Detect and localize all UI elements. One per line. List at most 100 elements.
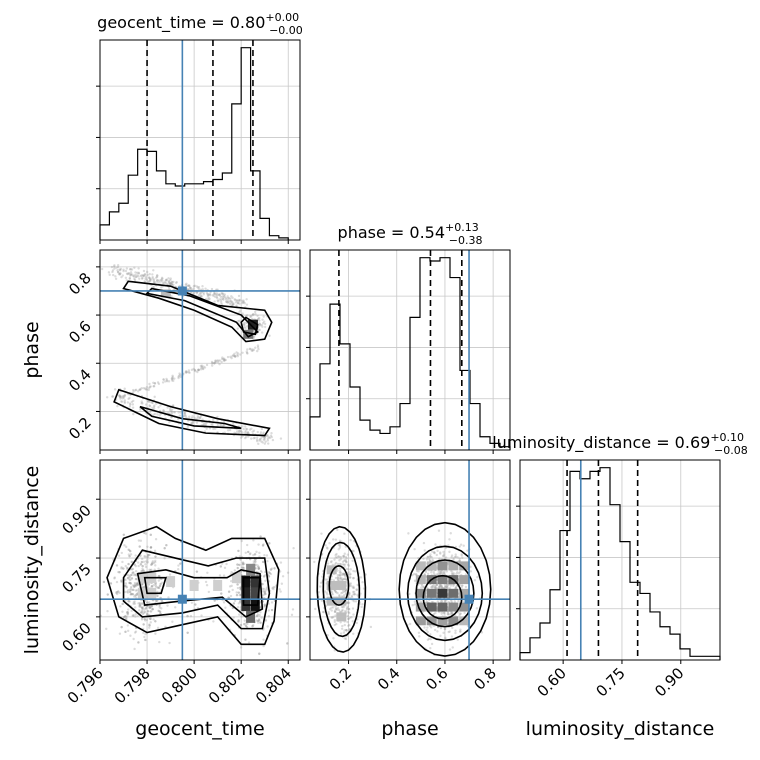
sample-point bbox=[130, 609, 133, 613]
sample-point bbox=[431, 550, 434, 553]
sample-point bbox=[340, 572, 343, 575]
sample-point bbox=[255, 550, 258, 554]
sample-point bbox=[138, 388, 142, 391]
sample-point bbox=[216, 359, 219, 362]
sample-point bbox=[445, 585, 448, 588]
sample-point bbox=[199, 295, 202, 298]
sample-point bbox=[255, 614, 259, 618]
sample-point bbox=[326, 547, 329, 550]
sample-point bbox=[150, 585, 154, 588]
sample-point bbox=[352, 585, 355, 588]
sample-point bbox=[343, 593, 346, 597]
histogram-step-line bbox=[519, 467, 721, 660]
sample-point bbox=[407, 532, 410, 535]
sample-point bbox=[155, 280, 158, 283]
sample-point bbox=[263, 592, 266, 595]
sample-point bbox=[102, 580, 106, 584]
sample-point bbox=[454, 587, 458, 590]
sample-point bbox=[141, 610, 144, 613]
sample-point bbox=[454, 553, 457, 556]
sample-point bbox=[244, 638, 247, 641]
sample-point bbox=[130, 268, 134, 271]
sample-point bbox=[252, 313, 255, 316]
sample-point bbox=[125, 586, 128, 589]
sample-point bbox=[133, 278, 137, 282]
sample-point bbox=[456, 556, 459, 559]
sample-point bbox=[345, 560, 348, 564]
sample-point bbox=[434, 586, 437, 589]
sample-point bbox=[242, 300, 246, 304]
x-axis-label: luminosity_distance bbox=[526, 718, 715, 740]
sample-point bbox=[227, 590, 231, 593]
sample-point bbox=[344, 592, 348, 595]
sample-point bbox=[262, 644, 265, 648]
sample-point bbox=[221, 297, 225, 301]
sample-point bbox=[126, 576, 130, 580]
sample-point bbox=[204, 287, 207, 290]
sample-point bbox=[241, 301, 244, 305]
sample-point bbox=[338, 562, 341, 566]
sample-point bbox=[342, 572, 345, 576]
sample-point bbox=[129, 593, 132, 596]
sample-point bbox=[257, 567, 260, 570]
sample-point bbox=[235, 299, 239, 302]
sample-point bbox=[136, 390, 140, 393]
sample-point bbox=[264, 592, 267, 596]
sample-point bbox=[105, 396, 109, 399]
sample-point bbox=[235, 304, 238, 307]
joint-panel-phase-luminosity_distance bbox=[309, 459, 511, 661]
sample-point bbox=[243, 436, 247, 440]
sample-point bbox=[286, 642, 289, 645]
sample-point bbox=[200, 614, 203, 617]
sample-point bbox=[231, 354, 234, 358]
sample-point bbox=[442, 612, 445, 615]
sample-point bbox=[248, 552, 252, 556]
sample-point bbox=[330, 560, 333, 563]
sample-point bbox=[127, 553, 131, 556]
sample-point bbox=[442, 550, 445, 554]
sample-point bbox=[142, 386, 145, 390]
sample-point bbox=[450, 600, 453, 603]
sample-point bbox=[241, 566, 244, 569]
sample-point bbox=[227, 596, 230, 599]
sample-point bbox=[171, 375, 174, 379]
sample-point bbox=[186, 614, 189, 618]
sample-point bbox=[232, 616, 235, 619]
sample-point bbox=[129, 553, 133, 556]
sample-point bbox=[246, 348, 249, 351]
sample-point bbox=[429, 646, 432, 650]
sample-point bbox=[454, 555, 458, 558]
sample-point bbox=[148, 272, 151, 276]
sample-point bbox=[432, 612, 436, 616]
sample-point bbox=[278, 570, 282, 573]
sample-point bbox=[453, 555, 457, 559]
sample-point bbox=[343, 575, 347, 578]
sample-point bbox=[126, 611, 129, 614]
sample-point bbox=[204, 423, 207, 426]
sample-point bbox=[257, 442, 260, 446]
sample-point bbox=[121, 394, 125, 398]
joint-panel-geocent_time-phase bbox=[99, 249, 301, 451]
sample-point bbox=[126, 576, 130, 580]
sample-point bbox=[120, 275, 123, 279]
sample-point bbox=[264, 619, 268, 622]
sample-point bbox=[266, 559, 269, 563]
sample-point bbox=[237, 619, 240, 622]
sample-point bbox=[461, 600, 465, 603]
sample-point bbox=[143, 280, 146, 283]
sample-point bbox=[219, 565, 223, 568]
sample-point bbox=[339, 574, 342, 577]
sample-point bbox=[117, 272, 121, 275]
sample-point bbox=[202, 365, 205, 368]
sample-point bbox=[344, 555, 348, 559]
sample-point bbox=[352, 549, 355, 553]
sample-point bbox=[261, 587, 264, 590]
sample-point bbox=[340, 627, 344, 630]
sample-point bbox=[237, 298, 241, 302]
sample-point bbox=[238, 600, 242, 603]
sample-point bbox=[347, 564, 351, 567]
sample-point bbox=[154, 559, 157, 562]
sample-point bbox=[238, 600, 242, 603]
sample-point bbox=[250, 317, 254, 321]
sample-point bbox=[314, 605, 316, 607]
